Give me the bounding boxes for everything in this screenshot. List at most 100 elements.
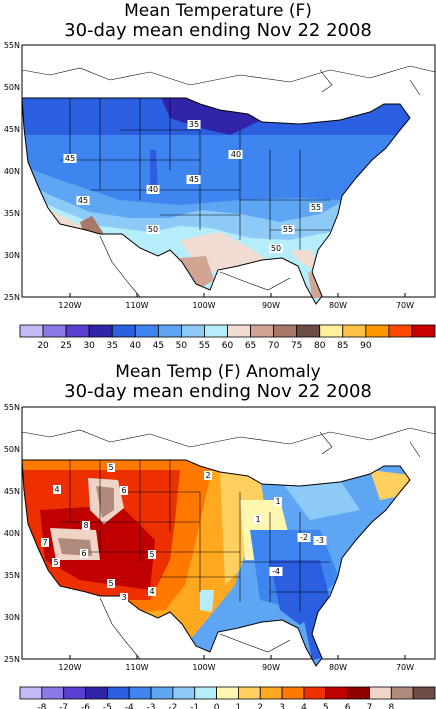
- contour-label: 6: [121, 486, 126, 495]
- colorbar-swatch: [347, 686, 370, 700]
- colorbar-swatch: [88, 324, 113, 338]
- colorbar-swatch: [157, 324, 182, 338]
- colorbar-swatch: [63, 686, 86, 700]
- contour-label: 1: [275, 497, 280, 506]
- contour-label-box: [120, 593, 128, 602]
- colorbar-swatch: [390, 686, 414, 700]
- contour-label: 5: [53, 558, 58, 567]
- lon-label: 110W: [125, 663, 148, 672]
- colorbar-label: -8: [37, 703, 46, 709]
- lat-label: 55N: [4, 403, 20, 412]
- contour-label-box: [146, 185, 160, 194]
- lat-label: 55N: [4, 41, 20, 50]
- contour-label: 8: [83, 521, 88, 530]
- contour-label: 6: [81, 549, 86, 558]
- contour-label-box: [269, 244, 283, 253]
- colorbar-swatch: [273, 324, 298, 338]
- colorbar-label: -6: [81, 703, 90, 709]
- colorbar-swatch: [204, 324, 228, 338]
- colorbar-label: 8: [388, 703, 394, 709]
- colorbar-swatch: [342, 324, 367, 338]
- colorbar-swatch: [411, 324, 436, 338]
- lon-label: 70W: [396, 663, 414, 672]
- contour-label: 5: [108, 579, 113, 588]
- lat-label: 35N: [4, 209, 20, 218]
- colorbar-label: 2: [257, 703, 263, 709]
- contour-label-box: [76, 196, 90, 205]
- contour-label: -3: [316, 536, 324, 545]
- panel1-title-line1: Mean Temperature (F): [124, 1, 312, 21]
- lat-label: 45N: [4, 487, 20, 496]
- contour-label: 55: [283, 225, 293, 234]
- contour-label: 2: [205, 471, 210, 480]
- panel1-us-outline: [21, 97, 411, 305]
- contour-label-box: [148, 587, 156, 596]
- colorbar-swatch: [281, 686, 305, 700]
- panel1-lon-labels: 120W 110W 100W 90W 80W 70W: [58, 293, 414, 310]
- colorbar-label: 60: [222, 341, 234, 351]
- colorbar-label: -4: [125, 703, 134, 709]
- contour-label: 35: [189, 120, 199, 129]
- lat-label: 30N: [4, 613, 20, 622]
- panel1-coastlines: [21, 65, 436, 298]
- panel2-map: 55N 50N 45N 40N 35N 30N 25N 120W 110W 100W 90W 80W…: [4, 403, 436, 709]
- panel1-contour-labels: 354045404545505555504045: [63, 120, 323, 253]
- colorbar-label: 4: [301, 703, 307, 709]
- colorbar-swatch: [150, 686, 174, 700]
- panel2-lon-labels: 120W 110W 100W 90W 80W 70W: [58, 655, 414, 672]
- lat-label: 40N: [4, 529, 20, 538]
- panel2-lat-labels: 55N 50N 45N 40N 35N 30N 25N: [4, 403, 20, 664]
- colorbar-label: 50: [176, 341, 188, 351]
- panel2-title-line2: 30-day mean ending Nov 22 2008: [64, 381, 372, 402]
- panel2-state-boundaries: [60, 460, 330, 612]
- colorbar-swatch: [85, 686, 108, 700]
- colorbar-label: 55: [199, 341, 210, 351]
- colorbar-label: 35: [106, 341, 117, 351]
- colorbar-swatch: [296, 324, 321, 338]
- colorbar-label: 20: [37, 341, 49, 351]
- contour-label-box: [53, 485, 61, 494]
- lon-label: 80W: [329, 301, 347, 310]
- lon-label: 80W: [329, 663, 347, 672]
- colorbar-label: -2: [168, 703, 177, 709]
- colorbar-swatch: [65, 324, 90, 338]
- panel1-title-line2: 30-day mean ending Nov 22 2008: [64, 20, 372, 41]
- colorbar-label: 1: [236, 703, 242, 709]
- panel2-colorbar: -8 -7 -6 -5 -4 -3 -2 -1 0 1 2 3 4 5 6 7 8: [19, 686, 436, 709]
- colorbar-swatch: [42, 324, 67, 338]
- lat-label: 50N: [4, 83, 20, 92]
- contour-label: 45: [65, 154, 75, 163]
- lat-label: 25N: [4, 293, 20, 302]
- lon-label: 90W: [262, 663, 280, 672]
- colorbar-swatch: [128, 686, 152, 700]
- colorbar-swatch: [259, 686, 283, 700]
- contour-label-box: [107, 579, 115, 588]
- colorbar-label: 0: [214, 703, 220, 709]
- contour-label-box: [82, 521, 90, 530]
- colorbar-swatch: [365, 324, 390, 338]
- contour-label-box: [229, 150, 243, 159]
- colorbar-label: 25: [60, 341, 71, 351]
- colorbar-swatch: [388, 324, 413, 338]
- contour-label: 50: [148, 225, 158, 234]
- contour-label: -2: [300, 533, 308, 542]
- colorbar-swatch: [319, 324, 344, 338]
- contour-label: 40: [231, 150, 241, 159]
- contour-label: 50: [271, 244, 281, 253]
- contour-label: 55: [311, 203, 321, 212]
- contour-label-box: [254, 515, 262, 524]
- colorbar-swatch: [250, 324, 275, 338]
- lat-label: 40N: [4, 167, 20, 176]
- panel1-map: 55N 50N 45N 40N 35N 30N 25N 120W 110W 100W 90W 80W…: [4, 41, 436, 351]
- colorbar-swatch: [303, 686, 327, 700]
- contour-label-box: [146, 225, 160, 234]
- contour-label: 40: [148, 185, 158, 194]
- colorbar-label: 6: [345, 703, 351, 709]
- contour-label-box: [204, 471, 212, 480]
- panel2-title-line1: Mean Temp (F) Anomaly: [115, 362, 321, 382]
- contour-label: 5: [149, 550, 154, 559]
- colorbar-swatch: [106, 686, 130, 700]
- colorbar-label: 85: [337, 341, 348, 351]
- contour-label: -4: [272, 567, 280, 576]
- colorbar-swatch: [111, 324, 136, 338]
